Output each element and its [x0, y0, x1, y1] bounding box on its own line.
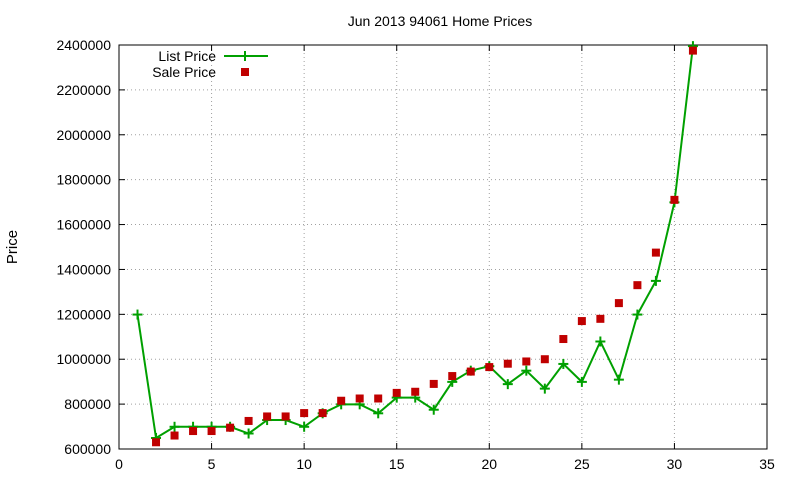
data-point: [411, 387, 420, 396]
y-tick-label: 1400000: [56, 261, 111, 277]
data-point: [132, 309, 143, 320]
data-point: [503, 359, 512, 368]
data-point: [558, 358, 569, 369]
data-point: [263, 412, 272, 421]
legend-label: Sale Price: [152, 64, 216, 80]
plot-frame: [118, 44, 768, 450]
y-tick-label: 1200000: [56, 306, 111, 322]
data-point: [502, 379, 513, 390]
data-point: [392, 388, 401, 397]
x-tick-label: 5: [208, 456, 216, 472]
x-tick-label: 30: [667, 456, 683, 472]
data-point: [337, 396, 346, 405]
data-point: [539, 383, 550, 394]
y-tick-label: 1800000: [56, 172, 111, 188]
y-tick-label: 800000: [64, 396, 111, 412]
x-tick-label: 0: [115, 456, 123, 472]
grid: [119, 45, 767, 449]
y-axis-title: Price: [4, 230, 21, 264]
series-layer: [132, 41, 698, 447]
x-tick-label: 20: [481, 456, 497, 472]
data-point: [521, 365, 532, 376]
data-point: [244, 416, 253, 425]
data-point: [688, 46, 697, 55]
data-point: [226, 423, 235, 432]
data-point: [614, 299, 623, 308]
data-point: [632, 309, 643, 320]
data-point: [576, 376, 587, 387]
data-point: [281, 412, 290, 421]
data-point: [485, 363, 494, 372]
data-point: [170, 431, 179, 440]
data-point: [318, 409, 327, 418]
data-point: [299, 421, 310, 432]
data-point: [374, 394, 383, 403]
x-tick-label: 35: [759, 456, 775, 472]
data-point: [522, 357, 531, 366]
data-point: [300, 409, 309, 418]
y-tick-label: 2200000: [56, 82, 111, 98]
data-point: [169, 421, 180, 432]
y-tick-label: 2400000: [56, 37, 111, 53]
data-point: [189, 427, 198, 436]
data-point: [466, 367, 475, 376]
data-point: [596, 314, 605, 323]
x-tick-label: 25: [574, 456, 590, 472]
x-tick-label: 15: [389, 456, 405, 472]
y-tick-label: 1000000: [56, 351, 111, 367]
data-point: [559, 335, 568, 344]
axes: 0 5 10 15 20 25 30 35 600000 800000 1000000 1200000…: [56, 37, 775, 472]
y-tick-label: 600000: [64, 441, 111, 457]
data-point: [373, 408, 384, 419]
legend-swatch-marker: [240, 51, 250, 61]
data-point: [613, 374, 624, 385]
data-point: [670, 195, 679, 204]
chart-title: Jun 2013 94061 Home Prices: [348, 13, 532, 29]
data-point: [540, 355, 549, 364]
data-point: [651, 248, 660, 257]
data-point: [243, 428, 254, 439]
y-tick-label: 1600000: [56, 217, 111, 233]
legend-label: List Price: [158, 48, 216, 64]
data-point: [448, 372, 457, 381]
data-point: [207, 427, 216, 436]
legend-item: List Price: [158, 48, 268, 64]
data-point: [650, 275, 661, 286]
data-point: [577, 317, 586, 326]
data-point: [428, 404, 439, 415]
series-sale-price: [152, 46, 697, 447]
data-point: [152, 438, 161, 447]
data-point: [633, 281, 642, 290]
y-tick-label: 2000000: [56, 127, 111, 143]
legend-item: Sale Price: [152, 64, 249, 80]
data-point: [355, 394, 364, 403]
data-point: [595, 336, 606, 347]
legend-swatch-marker: [241, 68, 249, 76]
x-tick-label: 10: [296, 456, 312, 472]
data-point: [429, 379, 438, 388]
